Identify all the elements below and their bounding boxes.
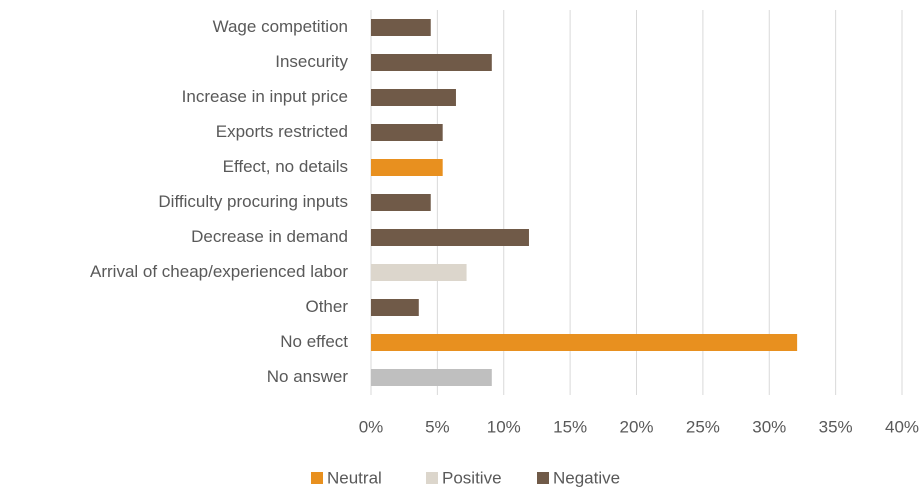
legend-swatch [311, 472, 323, 484]
y-tick-label: Difficulty procuring inputs [158, 192, 348, 211]
bar [371, 334, 798, 351]
x-tick-label: 10% [487, 417, 521, 436]
x-tick-label: 40% [885, 417, 919, 436]
y-tick-label: Increase in input price [182, 87, 348, 106]
bar [371, 124, 443, 141]
bar [371, 159, 443, 176]
bar [371, 369, 492, 386]
x-tick-label: 15% [553, 417, 587, 436]
x-tick-label: 0% [359, 417, 384, 436]
bar [371, 229, 529, 246]
x-tick-label: 30% [752, 417, 786, 436]
x-tick-label: 5% [425, 417, 450, 436]
legend-label: Neutral [327, 468, 382, 487]
y-tick-label: Arrival of cheap/experienced labor [90, 262, 348, 281]
x-tick-label: 25% [686, 417, 720, 436]
x-tick-label: 35% [819, 417, 853, 436]
x-tick-label: 20% [619, 417, 653, 436]
y-tick-label: No effect [280, 332, 348, 351]
legend-label: Positive [442, 468, 502, 487]
bar [371, 299, 419, 316]
y-tick-label: Insecurity [275, 52, 348, 71]
y-tick-label: Decrease in demand [191, 227, 348, 246]
y-tick-label: Effect, no details [223, 157, 348, 176]
bar [371, 264, 467, 281]
bar [371, 194, 431, 211]
bar [371, 19, 431, 36]
bar [371, 89, 456, 106]
y-tick-label: Other [305, 297, 348, 316]
y-tick-label: Exports restricted [216, 122, 348, 141]
y-tick-label: Wage competition [213, 17, 348, 36]
legend-label: Negative [553, 468, 620, 487]
y-tick-label: No answer [267, 367, 349, 386]
bar [371, 54, 492, 71]
legend-swatch [537, 472, 549, 484]
legend-swatch [426, 472, 438, 484]
